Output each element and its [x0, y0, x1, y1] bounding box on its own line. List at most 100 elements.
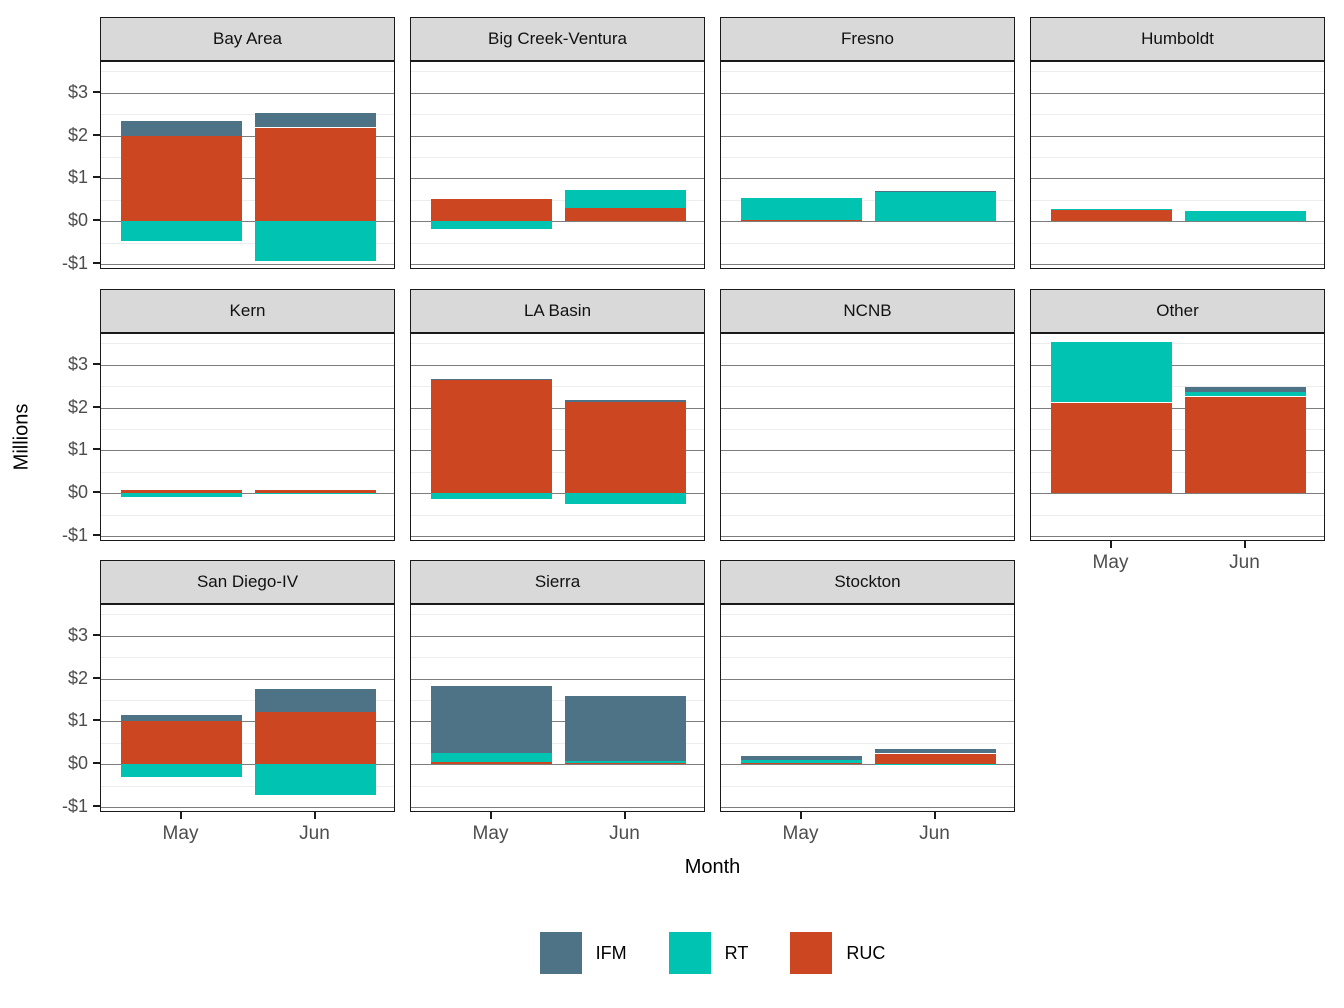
minor-gridline [101, 657, 394, 659]
bar-sierra-jun-ifm [565, 696, 686, 762]
x-tick-label: Jun [1229, 552, 1260, 573]
major-gridline [1031, 221, 1324, 223]
facet-panel-humboldt [1030, 61, 1325, 269]
bar-other-jun-ruc [1185, 396, 1306, 494]
bar-la-basin-may-ruc [431, 380, 552, 494]
bar-big-creek-ventura-jun-ruc [565, 208, 686, 222]
x-tick-label: May [472, 823, 509, 844]
minor-gridline [721, 199, 1014, 201]
bar-bay-area-may-ruc [121, 135, 242, 222]
legend: IFM RT RUC [100, 930, 1325, 976]
bar-kern-jun-ruc [255, 490, 376, 494]
legend-label-ifm: IFM [595, 942, 627, 963]
minor-gridline [411, 785, 704, 787]
legend-label-rt: RT [724, 942, 749, 963]
bar-other-jun-rt [1185, 392, 1306, 397]
x-tick-label: Jun [609, 823, 640, 844]
y-tick-label: $3 [67, 624, 88, 645]
y-tick-label: $3 [67, 353, 88, 374]
bar-kern-jun-rt [255, 493, 376, 495]
minor-gridline [411, 343, 704, 345]
bar-big-creek-ventura-jun-rt [565, 190, 686, 209]
y-tick-mark [93, 448, 100, 451]
minor-gridline [721, 700, 1014, 701]
facet-strip-kern: Kern [100, 289, 395, 333]
legend-item-ifm: IFM [539, 932, 627, 974]
bar-stockton-jun-ifm [875, 748, 996, 754]
bar-other-may-ruc [1051, 402, 1172, 494]
y-tick-label: $1 [67, 710, 88, 731]
major-gridline [101, 178, 394, 180]
facet-panel-sierra [410, 604, 705, 812]
x-tick-label: May [782, 823, 819, 844]
major-gridline [411, 135, 704, 137]
major-gridline [721, 678, 1014, 680]
minor-gridline [101, 742, 394, 744]
major-gridline [411, 178, 704, 180]
minor-gridline [721, 114, 1014, 116]
major-gridline [411, 678, 704, 680]
bar-sierra-may-ruc [431, 762, 552, 765]
x-tick-label: May [1092, 552, 1129, 573]
facet-panel-other [1030, 333, 1325, 541]
y-tick-label: $2 [67, 396, 88, 417]
minor-gridline [1031, 471, 1324, 473]
major-gridline [721, 536, 1014, 537]
major-gridline [101, 764, 394, 766]
bar-san-diego-iv-jun-ruc [255, 712, 376, 765]
y-tick-label: $0 [67, 482, 88, 503]
y-tick-mark [93, 633, 100, 636]
bar-fresno-jun-rt [875, 192, 996, 222]
minor-gridline [101, 785, 394, 787]
facet-strip-stockton: Stockton [720, 560, 1015, 604]
y-tick-label: $1 [67, 439, 88, 460]
major-gridline [101, 450, 394, 452]
bar-other-may-rt [1051, 342, 1172, 403]
bar-san-diego-iv-may-ifm [121, 715, 242, 722]
x-axis-title: Month [684, 856, 741, 878]
major-gridline [1031, 493, 1324, 495]
minor-gridline [1031, 386, 1324, 388]
major-gridline [411, 807, 704, 808]
bar-sierra-may-ifm [431, 685, 552, 754]
minor-gridline [101, 71, 394, 73]
bar-big-creek-ventura-may-rt [431, 221, 552, 230]
facet-panel-san-diego-iv [100, 604, 395, 812]
bar-stockton-may-ifm [741, 756, 862, 760]
y-tick-mark [93, 133, 100, 136]
x-tick-mark [1243, 541, 1246, 548]
bar-la-basin-may-rt [431, 493, 552, 500]
major-gridline [101, 364, 394, 366]
bar-fresno-may-ruc [741, 219, 862, 222]
legend-key-ruc [790, 932, 833, 974]
y-tick-label: -$1 [61, 525, 88, 545]
major-gridline [411, 764, 704, 766]
bar-big-creek-ventura-may-ruc [431, 199, 552, 222]
x-tick-mark [179, 812, 182, 819]
y-tick-mark [93, 262, 100, 264]
y-tick-mark [93, 676, 100, 679]
major-gridline [411, 264, 704, 265]
minor-gridline [721, 157, 1014, 158]
minor-gridline [101, 386, 394, 388]
bar-sierra-may-rt [431, 753, 552, 763]
x-tick-mark [489, 812, 492, 819]
x-tick-label: May [162, 823, 199, 844]
minor-gridline [101, 157, 394, 158]
major-gridline [411, 221, 704, 223]
minor-gridline [101, 429, 394, 430]
minor-gridline [101, 199, 394, 201]
x-tick-mark [1109, 541, 1112, 548]
minor-gridline [411, 199, 704, 201]
bar-la-basin-may-ifm [431, 379, 552, 381]
bar-la-basin-jun-ruc [565, 401, 686, 494]
bar-san-diego-iv-may-ruc [121, 721, 242, 765]
minor-gridline [411, 429, 704, 430]
major-gridline [1031, 135, 1324, 137]
minor-gridline [721, 429, 1014, 430]
major-gridline [101, 721, 394, 723]
minor-gridline [721, 71, 1014, 73]
y-tick-mark [93, 176, 100, 179]
bar-la-basin-jun-ifm [565, 400, 686, 402]
